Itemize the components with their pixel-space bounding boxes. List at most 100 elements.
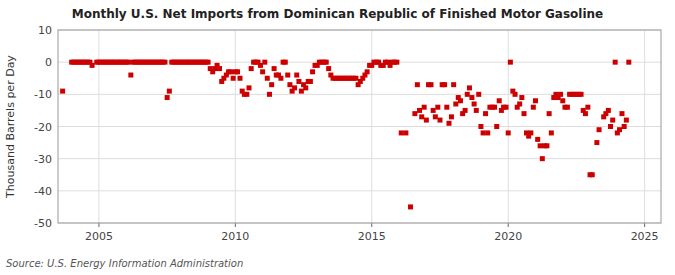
point bbox=[579, 92, 584, 97]
y-grid-line bbox=[58, 126, 661, 127]
point bbox=[403, 130, 408, 135]
point bbox=[565, 105, 570, 110]
point bbox=[449, 114, 454, 119]
x-grid-line bbox=[508, 30, 509, 223]
point bbox=[533, 98, 538, 103]
source-note: Source: U.S. Energy Information Administ… bbox=[6, 258, 243, 269]
x-tick bbox=[371, 223, 372, 227]
x-tick-label: 2010 bbox=[221, 230, 249, 243]
point bbox=[269, 82, 274, 87]
point bbox=[296, 79, 301, 84]
point bbox=[544, 143, 549, 148]
x-tick bbox=[508, 223, 509, 227]
y-axis-label: Thousand Barrels per Day bbox=[4, 55, 17, 199]
y-grid-line bbox=[58, 190, 661, 191]
point bbox=[412, 111, 417, 116]
point bbox=[528, 130, 533, 135]
title: Monthly U.S. Net Imports from Dominican … bbox=[72, 7, 603, 21]
y-tick-label: -50 bbox=[34, 217, 52, 230]
y-tick-label: -10 bbox=[34, 88, 52, 101]
point bbox=[463, 108, 468, 113]
point bbox=[517, 101, 522, 106]
point bbox=[540, 156, 545, 161]
point bbox=[310, 69, 315, 74]
point bbox=[394, 60, 399, 65]
point bbox=[442, 82, 447, 87]
x-tick-label: 2015 bbox=[358, 230, 386, 243]
point bbox=[624, 118, 629, 123]
point bbox=[353, 76, 358, 81]
point bbox=[560, 98, 565, 103]
x-grid-line bbox=[644, 30, 645, 223]
point bbox=[294, 73, 299, 78]
point bbox=[246, 85, 251, 90]
point bbox=[292, 85, 297, 90]
point bbox=[278, 76, 283, 81]
x-grid-line bbox=[98, 30, 99, 223]
x-tick bbox=[235, 223, 236, 227]
plot-frame bbox=[58, 30, 661, 223]
point bbox=[622, 124, 627, 129]
point bbox=[285, 73, 290, 78]
point bbox=[422, 105, 427, 110]
point bbox=[235, 69, 240, 74]
point bbox=[303, 85, 308, 90]
point bbox=[619, 111, 624, 116]
point bbox=[535, 137, 540, 142]
point bbox=[258, 63, 263, 68]
point bbox=[206, 60, 211, 65]
point bbox=[244, 92, 249, 97]
point bbox=[531, 105, 536, 110]
point bbox=[167, 89, 172, 94]
point bbox=[472, 101, 477, 106]
point bbox=[417, 108, 422, 113]
x-grid-line bbox=[235, 30, 236, 223]
point bbox=[408, 204, 413, 209]
point bbox=[365, 69, 370, 74]
point bbox=[485, 130, 490, 135]
point bbox=[437, 118, 442, 123]
point bbox=[583, 111, 588, 116]
point bbox=[458, 98, 463, 103]
point bbox=[467, 85, 472, 90]
point bbox=[435, 105, 440, 110]
point bbox=[237, 76, 242, 81]
point bbox=[231, 76, 236, 81]
y-tick-label: -40 bbox=[34, 185, 52, 198]
point bbox=[433, 114, 438, 119]
point bbox=[444, 105, 449, 110]
y-tick-label: 0 bbox=[45, 56, 52, 69]
point bbox=[228, 69, 233, 74]
y-tick-label: -20 bbox=[34, 121, 52, 134]
point bbox=[476, 92, 481, 97]
point bbox=[508, 60, 513, 65]
point bbox=[608, 124, 613, 129]
point bbox=[474, 108, 479, 113]
point bbox=[504, 105, 509, 110]
point bbox=[626, 60, 631, 65]
point bbox=[594, 140, 599, 145]
point bbox=[428, 82, 433, 87]
point bbox=[424, 118, 429, 123]
point bbox=[272, 66, 277, 71]
point bbox=[90, 63, 95, 68]
point bbox=[538, 143, 543, 148]
point bbox=[465, 92, 470, 97]
point bbox=[262, 60, 267, 65]
x-tick bbox=[98, 223, 99, 227]
point bbox=[415, 82, 420, 87]
point bbox=[522, 111, 527, 116]
chart-container: Monthly U.S. Net Imports from Dominican … bbox=[0, 0, 675, 275]
point bbox=[453, 101, 458, 106]
point bbox=[492, 105, 497, 110]
chart: Monthly U.S. Net Imports from Dominican … bbox=[0, 0, 675, 275]
point bbox=[558, 92, 563, 97]
x-tick-label: 2020 bbox=[494, 230, 522, 243]
y-tick-label: 10 bbox=[38, 24, 52, 37]
point bbox=[519, 95, 524, 100]
point bbox=[249, 66, 254, 71]
point bbox=[419, 114, 424, 119]
point bbox=[481, 130, 486, 135]
point bbox=[606, 108, 611, 113]
point bbox=[60, 89, 65, 94]
